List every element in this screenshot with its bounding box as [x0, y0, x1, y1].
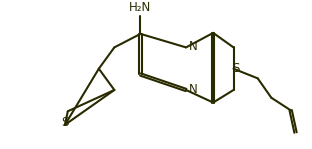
- Text: H₂N: H₂N: [129, 1, 152, 14]
- Text: N: N: [189, 40, 198, 53]
- Text: S: S: [61, 116, 69, 129]
- Text: N: N: [189, 83, 198, 97]
- Text: S: S: [233, 62, 240, 75]
